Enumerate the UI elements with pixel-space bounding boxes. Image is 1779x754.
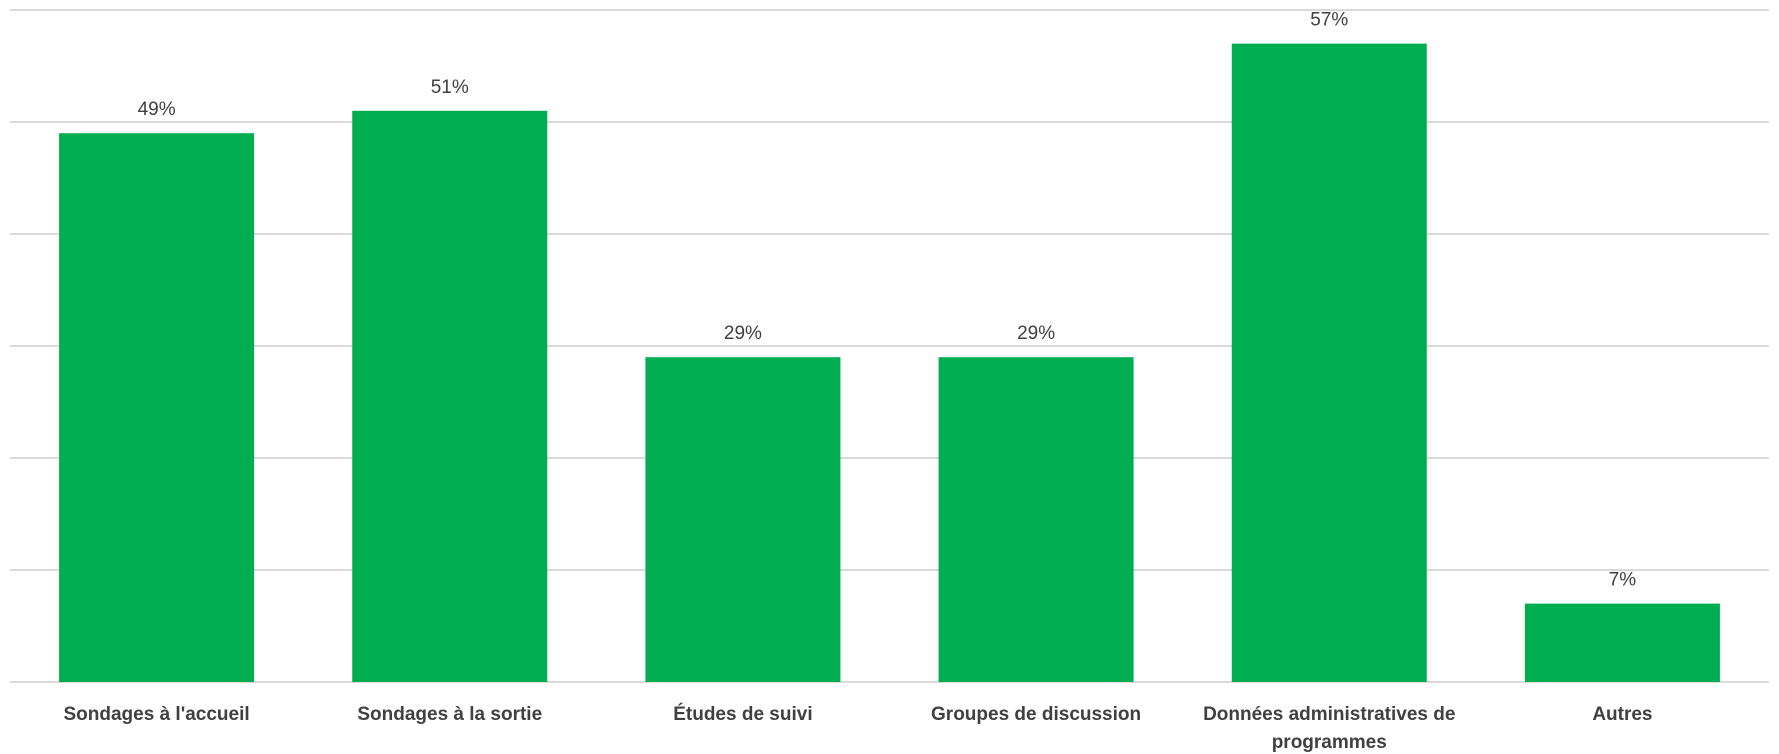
category-label: Données administratives de programmes xyxy=(1203,704,1455,753)
bar xyxy=(1524,603,1720,682)
bars xyxy=(59,43,1720,683)
data-label: 29% xyxy=(1017,323,1055,344)
category-label: Autres xyxy=(1592,704,1652,725)
bar xyxy=(352,110,548,683)
bar xyxy=(59,133,255,682)
category-label: Groupes de discussion xyxy=(931,704,1141,725)
data-labels: 49% 51% 29% 29% 57% 7% xyxy=(138,10,1637,591)
category-label: Sondages à l'accueil xyxy=(64,704,250,725)
data-label: 29% xyxy=(724,323,762,344)
category-label: Sondages à la sortie xyxy=(357,704,542,725)
bar xyxy=(938,357,1134,682)
category-label: Études de suivi xyxy=(673,703,812,725)
data-label: 51% xyxy=(431,77,469,98)
bar xyxy=(1231,43,1427,683)
bar xyxy=(645,357,841,682)
category-labels: Sondages à l'accueil Sondages à la sortie… xyxy=(64,703,1653,753)
data-label: 7% xyxy=(1609,570,1637,591)
data-label: 57% xyxy=(1310,10,1348,31)
gridlines xyxy=(10,9,1769,683)
data-label: 49% xyxy=(138,99,176,120)
